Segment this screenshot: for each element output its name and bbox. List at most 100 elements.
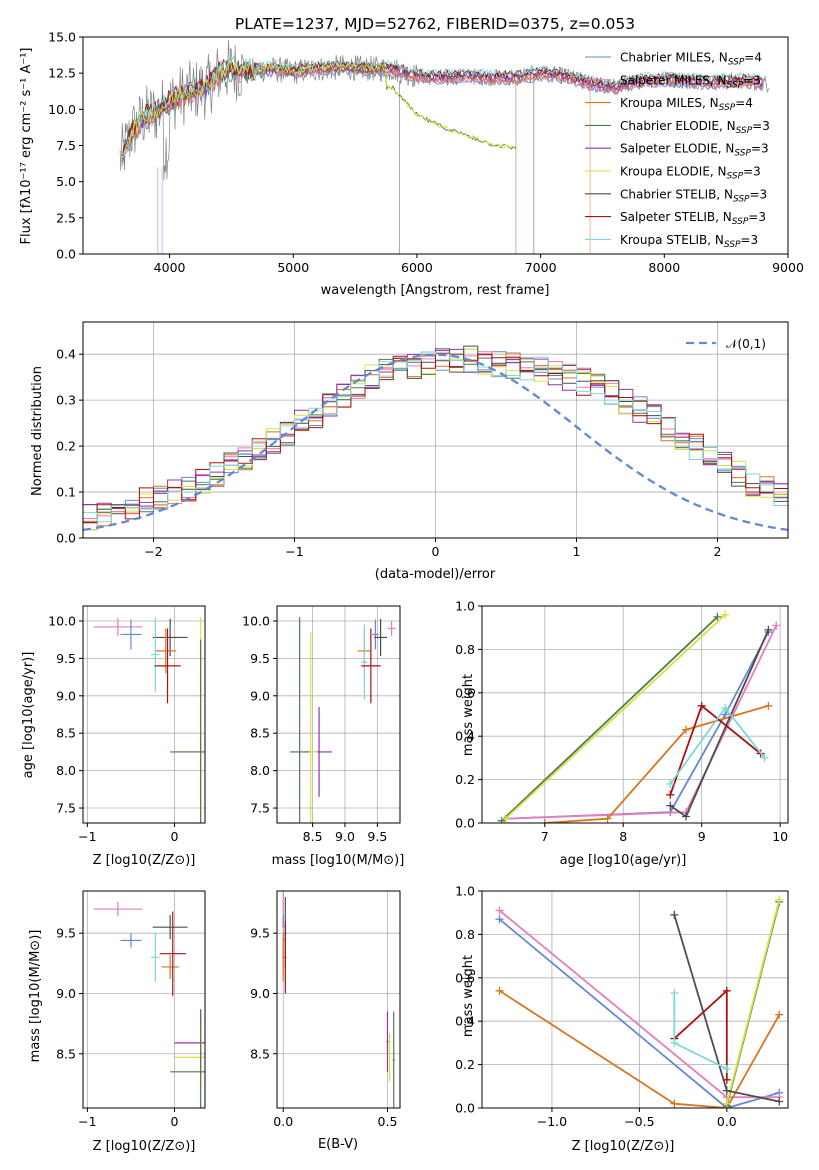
x-tick-label: 7 xyxy=(541,829,549,844)
plot-area xyxy=(119,39,770,254)
z-weight-xlabel: Z [log10(Z/Z⊙)] xyxy=(572,1139,675,1154)
plus-marker xyxy=(670,988,679,997)
y-tick-label: 7.5 xyxy=(56,801,76,816)
y-tick-label: 0.6 xyxy=(455,970,475,985)
x-tick-label: 8000 xyxy=(648,260,680,275)
grid-lines xyxy=(277,606,400,823)
age-weight-ylabel: mass weight xyxy=(461,674,476,756)
plus-marker xyxy=(697,701,706,710)
axes-frame xyxy=(82,321,789,539)
plus-marker xyxy=(764,701,773,710)
x-tick-label: 9.5 xyxy=(367,829,387,844)
grid-lines xyxy=(277,891,400,1108)
x-tick-label: −1 xyxy=(78,829,96,844)
x-tick-label: −0.5 xyxy=(624,1114,654,1129)
grid-lines xyxy=(83,606,205,823)
plus-marker xyxy=(682,725,690,734)
plot-area xyxy=(93,901,205,1108)
x-tick-label: 0 xyxy=(171,829,179,844)
residual-histogram-step xyxy=(83,354,788,515)
model-spectrum-line xyxy=(122,54,763,155)
x-tick-label: −1 xyxy=(285,544,303,559)
plus-marker xyxy=(670,1038,679,1047)
axes-frame xyxy=(276,890,401,1109)
plus-marker xyxy=(775,1097,784,1106)
y-tick-label: 8.0 xyxy=(56,763,76,778)
y-tick-label: 0.2 xyxy=(455,772,475,787)
plus-marker xyxy=(722,1099,731,1108)
plus-marker xyxy=(772,621,781,630)
plus-marker xyxy=(666,801,675,810)
y-tick-label: 0.3 xyxy=(56,393,76,408)
y-tick-label: 0.4 xyxy=(56,347,76,362)
y-tick-label: 12.5 xyxy=(48,66,76,81)
plus-marker xyxy=(760,753,769,762)
legend-label: Chabrier ELODIE, NSSP=3 xyxy=(620,119,770,136)
x-tick-label: 0.0 xyxy=(273,1114,293,1129)
plus-marker xyxy=(603,814,612,823)
y-tick-label: 8.0 xyxy=(250,763,270,778)
y-tick-label: 0.2 xyxy=(455,1057,475,1072)
plus-marker xyxy=(722,1075,731,1084)
plus-marker xyxy=(722,1064,731,1073)
z-mass-panel: Z [log10(Z/Z⊙)] mass [log10(M/M⊙)] −1 0 8.… xyxy=(28,890,206,1154)
plus-marker xyxy=(775,895,784,904)
age-weight-panel: age [log10(age/yr)] mass weight 7 8 9 10 0.0… xyxy=(455,599,789,868)
legend-label: Chabrier MILES, NSSP=4 xyxy=(620,51,762,68)
x-tick-label: 2 xyxy=(714,544,722,559)
y-tick-label: 9.5 xyxy=(56,651,76,666)
plot-area xyxy=(282,891,395,1108)
y-tick-label: 8.5 xyxy=(250,726,270,741)
legend-label: Kroupa MILES, NSSP=4 xyxy=(620,96,753,113)
x-tick-label: 0.0 xyxy=(717,1114,737,1129)
residual-histogram-step xyxy=(83,351,788,523)
axes-frame xyxy=(82,890,206,1109)
plus-marker xyxy=(722,1086,731,1095)
plot-area xyxy=(93,617,205,823)
y-tick-label: 9.0 xyxy=(250,688,270,703)
plus-marker xyxy=(713,612,722,621)
plus-marker xyxy=(682,812,690,821)
plus-marker xyxy=(540,819,549,823)
legend-label: Kroupa ELODIE, NSSP=3 xyxy=(620,165,761,182)
x-tick-label: 0 xyxy=(432,544,440,559)
y-tick-label: 1.0 xyxy=(455,599,475,614)
plus-marker xyxy=(670,910,679,919)
x-tick-label: 8.5 xyxy=(303,829,323,844)
y-tick-label: 7.5 xyxy=(56,138,76,153)
residual-histogram-step xyxy=(83,352,788,533)
z-age-panel: Z [log10(Z/Z⊙)] age [log10(age/yr)] −1 0 7… xyxy=(21,605,206,868)
y-tick-label: 9.5 xyxy=(56,926,76,941)
age-weight-xlabel: age [log10(age/yr)] xyxy=(560,853,687,868)
axes-frame xyxy=(82,605,206,824)
z-age-xlabel: Z [log10(Z/Z⊙)] xyxy=(93,853,196,868)
legend-label: Kroupa STELIB, NSSP=3 xyxy=(620,233,758,250)
grid-lines xyxy=(83,891,205,1108)
y-tick-label: 0.4 xyxy=(455,1014,475,1029)
plus-marker xyxy=(495,915,504,924)
z-weight-panel: Z [log10(Z/Z⊙)] mass weight −1.0 −0.5 0.0 0… xyxy=(455,884,789,1154)
plus-marker xyxy=(495,986,504,995)
model-spectrum-line xyxy=(122,59,517,158)
residual-histogram-panel: (data-model)/error Normed distribution −… xyxy=(30,321,789,582)
y-tick-label: 10.0 xyxy=(48,613,76,628)
mass-weight-line xyxy=(504,614,726,820)
x-tick-label: −2 xyxy=(144,544,162,559)
x-tick-label: 9000 xyxy=(772,260,804,275)
z-mass-xlabel: Z [log10(Z/Z⊙)] xyxy=(93,1139,196,1154)
gaussian-curve xyxy=(83,353,788,532)
y-tick-label: 9.0 xyxy=(250,986,270,1001)
mass-weight-line xyxy=(725,899,781,1104)
legend-label: Chabrier STELIB, NSSP=3 xyxy=(620,187,767,204)
mass-weight-line xyxy=(544,704,769,823)
y-tick-label: 0.0 xyxy=(56,247,76,262)
model-spectrum-line xyxy=(122,58,763,160)
x-tick-label: 1 xyxy=(573,544,581,559)
y-tick-label: 0.0 xyxy=(56,531,76,546)
axes-frame xyxy=(481,605,789,824)
y-tick-label: 8.5 xyxy=(250,1046,270,1061)
y-tick-label: 0.2 xyxy=(56,439,76,454)
y-tick-label: 2.5 xyxy=(56,210,76,225)
x-tick-label: −1 xyxy=(78,1114,96,1129)
